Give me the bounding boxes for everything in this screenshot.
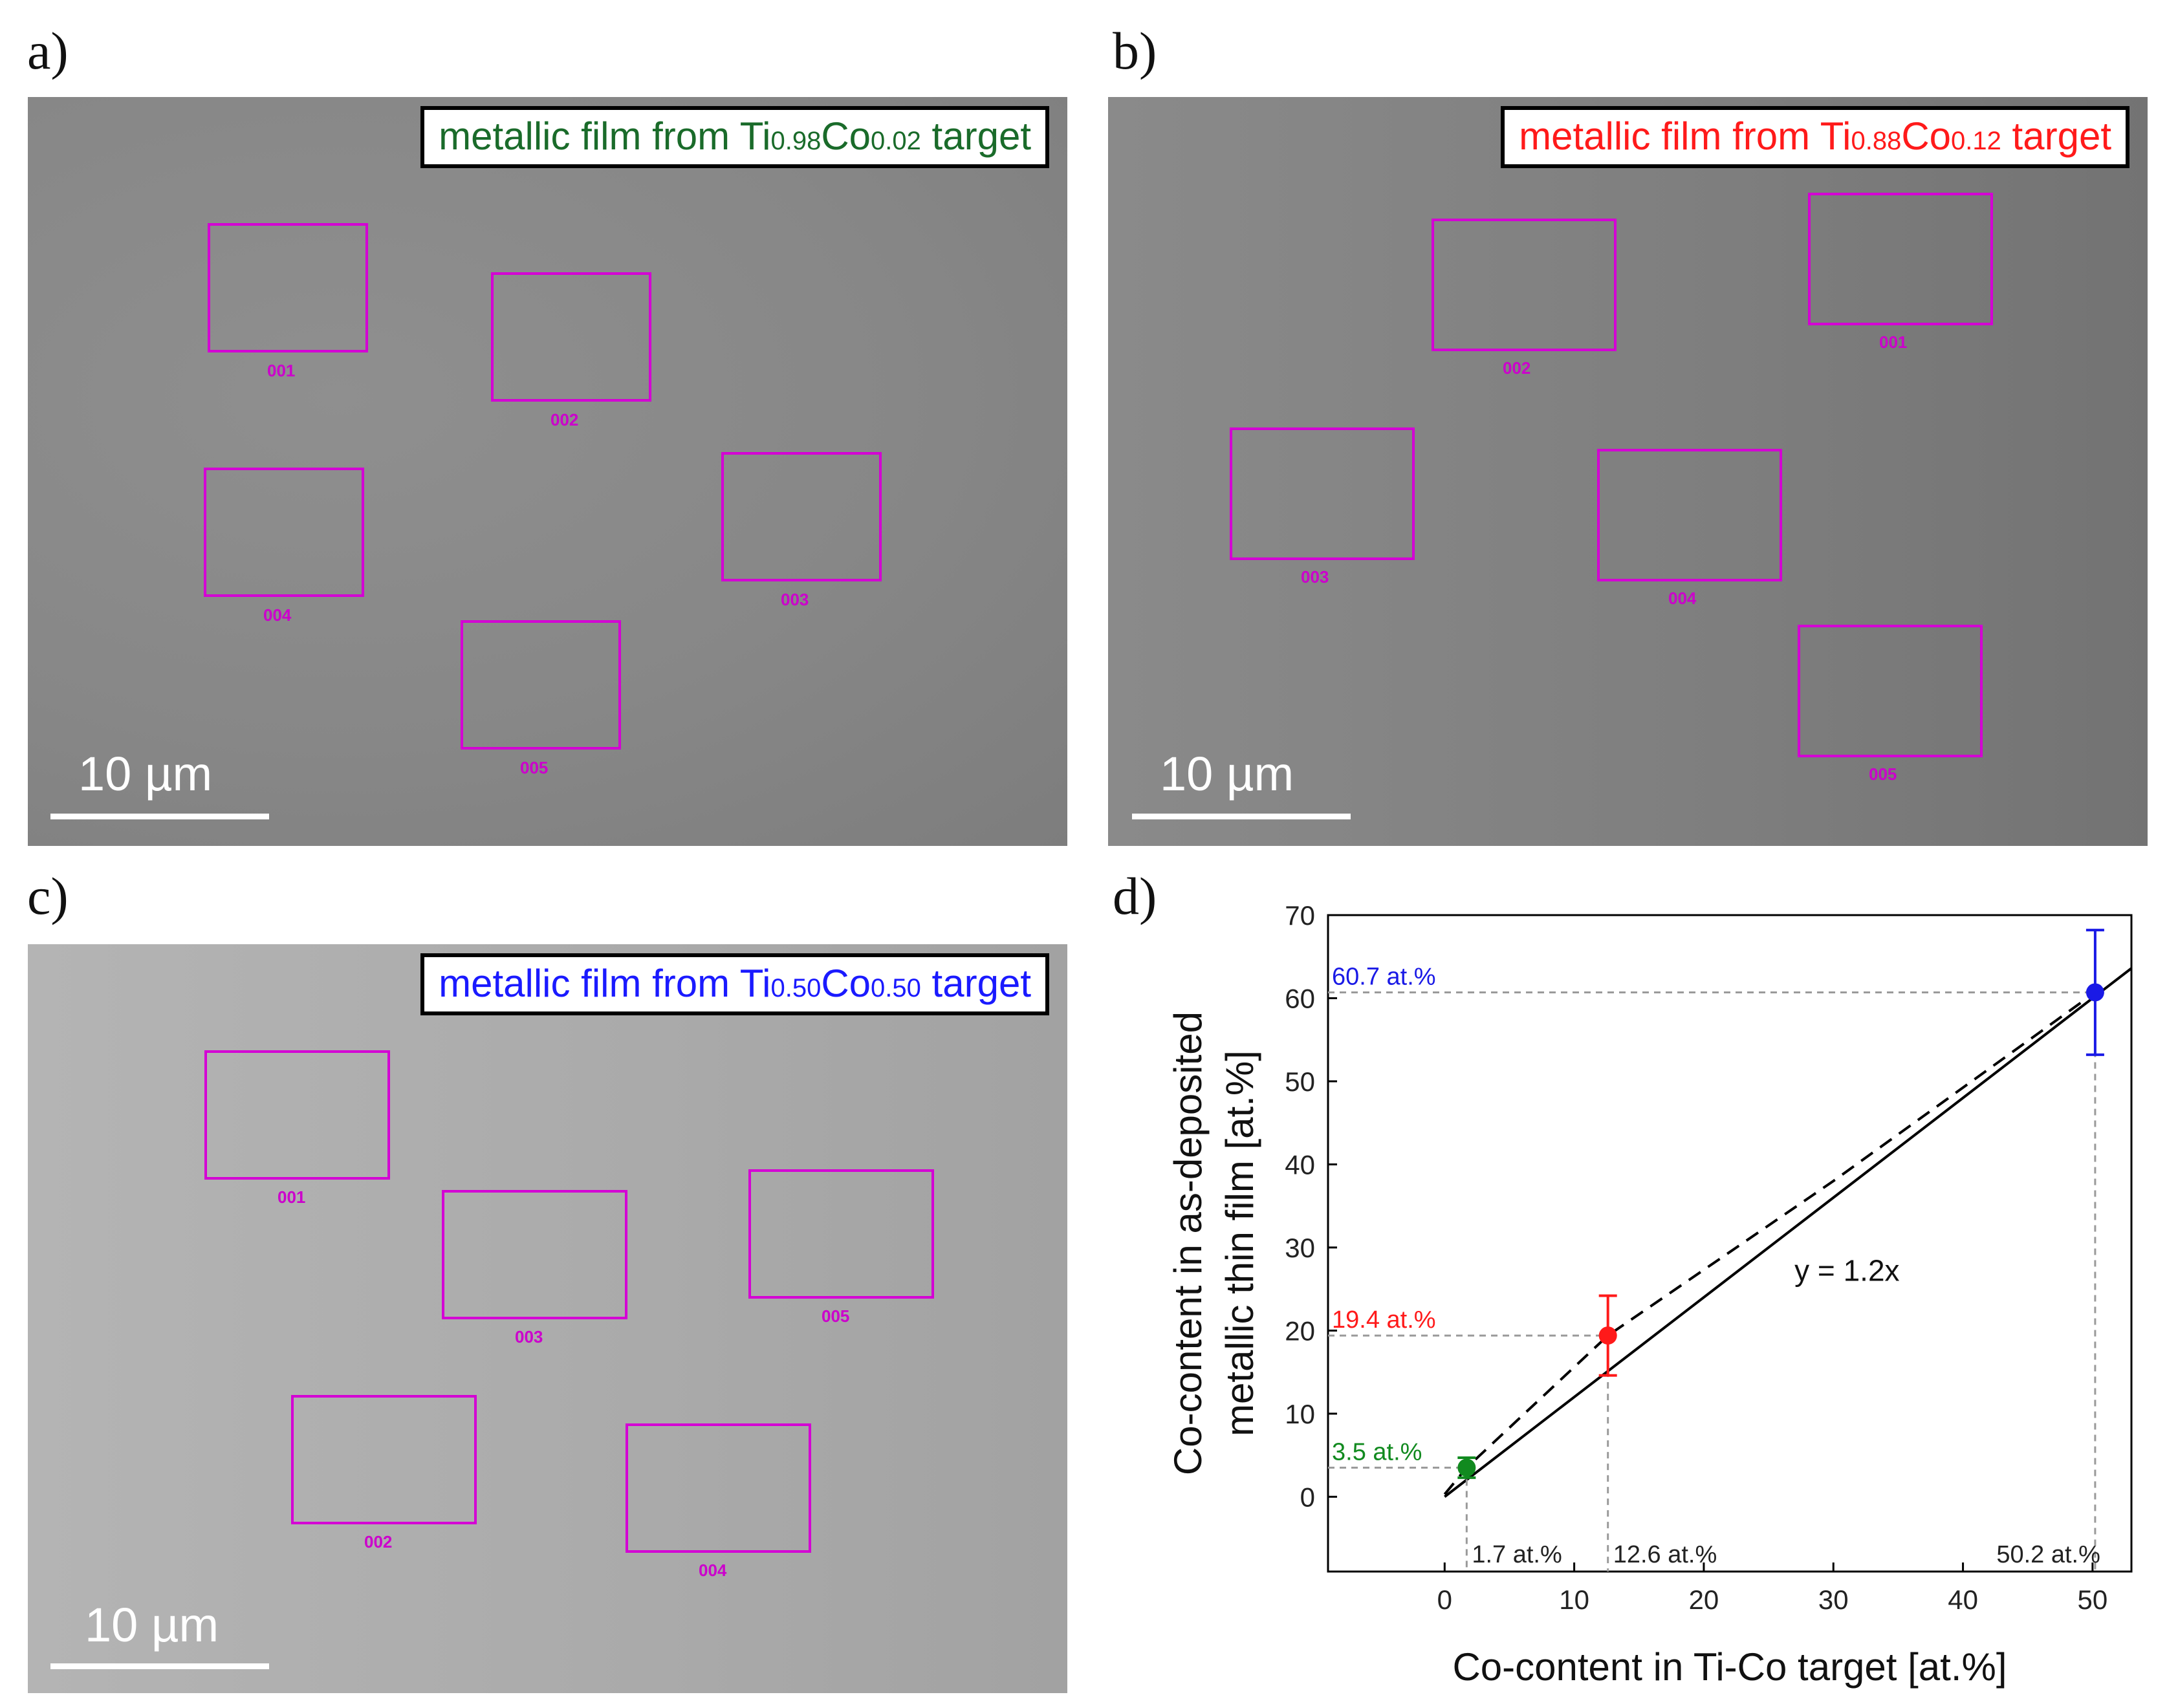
measurement-region: [1808, 193, 1993, 325]
scale-bar-label: 10 µm: [85, 1598, 219, 1652]
title-suffix: target: [920, 114, 1031, 158]
measurement-region: [291, 1395, 477, 1524]
y-tick-label: 40: [1285, 1149, 1315, 1180]
measurement-region: [491, 272, 651, 402]
x-value-annotation: 50.2 at.%: [1996, 1541, 2100, 1568]
panel-label-a: a): [27, 21, 69, 80]
measurement-region: [204, 468, 364, 597]
region-label: 005: [822, 1306, 850, 1326]
title-co-subscript: 0.02: [871, 127, 921, 155]
title-co-subscript: 0.50: [871, 974, 921, 1002]
x-tick-label: 0: [1437, 1584, 1452, 1615]
measurement-region: [442, 1190, 627, 1319]
y-axis-title: Co-content in as-deposited: [1166, 1011, 1210, 1475]
x-tick-label: 50: [2078, 1584, 2108, 1615]
y-axis-title: metallic thin film [at.%]: [1218, 1050, 1261, 1436]
region-label: 001: [267, 361, 296, 380]
title-suffix: target: [2001, 114, 2111, 158]
measurement-region: [748, 1169, 934, 1299]
region-label: 001: [278, 1187, 306, 1207]
measurement-region: [1230, 427, 1415, 560]
region-label: 005: [1869, 764, 1897, 784]
panel-label-d: d): [1113, 867, 1157, 925]
fit-line: [1444, 967, 2133, 1498]
y-value-annotation: 60.7 at.%: [1332, 963, 1436, 990]
x-value-annotation: 12.6 at.%: [1613, 1541, 1717, 1568]
measurement-region: [1597, 449, 1782, 581]
x-tick-label: 20: [1689, 1584, 1719, 1615]
plot-frame: [1327, 914, 2133, 1573]
measurement-region: [208, 223, 368, 352]
y-tick-label: 70: [1285, 900, 1315, 931]
y-tick-label: 50: [1285, 1066, 1315, 1097]
scale-bar-label: 10 µm: [78, 747, 213, 801]
scale-bar-label: 10 µm: [1160, 747, 1294, 801]
title-prefix: metallic film from Ti: [439, 114, 771, 158]
dashed-trend-curve: [1443, 991, 2096, 1495]
title-co: Co: [821, 114, 871, 158]
y-tick-label: 60: [1285, 983, 1315, 1013]
x-tick-label: 30: [1818, 1584, 1849, 1615]
data-point: [1598, 1326, 1617, 1345]
scale-bar: [50, 814, 269, 819]
region-label: 005: [520, 758, 549, 777]
sem-title-a: metallic film from Ti0.98Co0.02 target: [420, 106, 1049, 168]
data-point: [2085, 983, 2104, 1002]
y-tick-label: 20: [1285, 1315, 1315, 1346]
region-label: 004: [699, 1561, 727, 1580]
title-ti-subscript: 0.98: [770, 127, 822, 155]
region-label: 002: [364, 1532, 393, 1551]
measurement-region: [1798, 625, 1983, 757]
title-co: Co: [1901, 114, 1952, 158]
x-value-annotation: 1.7 at.%: [1472, 1541, 1562, 1568]
title-co-subscript: 0.12: [1951, 127, 2001, 155]
region-label: 004: [1668, 589, 1697, 608]
scale-bar: [50, 1663, 269, 1669]
region-label: 002: [550, 410, 579, 429]
sem-title-b: metallic film from Ti0.88Co0.12 target: [1501, 106, 2129, 168]
region-label: 004: [263, 605, 292, 625]
scale-bar: [1132, 814, 1351, 819]
title-prefix: metallic film from Ti: [1519, 114, 1851, 158]
measurement-region: [461, 620, 621, 750]
region-label: 003: [1301, 567, 1329, 587]
measurement-region: [721, 452, 882, 581]
y-tick-label: 0: [1300, 1482, 1315, 1512]
title-suffix: target: [920, 962, 1031, 1005]
sem-title-c: metallic film from Ti0.50Co0.50 target: [420, 953, 1049, 1015]
sem-image-b: metallic film from Ti0.88Co0.12 target 0…: [1108, 97, 2148, 846]
title-prefix: metallic film from Ti: [439, 962, 771, 1005]
measurement-region: [204, 1050, 390, 1180]
title-ti-subscript: 0.88: [1851, 127, 1902, 155]
y-tick-label: 30: [1285, 1233, 1315, 1263]
panel-label-b: b): [1113, 21, 1157, 80]
sem-image-a: metallic film from Ti0.98Co0.02 target 0…: [28, 97, 1067, 846]
measurement-region: [1432, 219, 1617, 351]
y-value-annotation: 19.4 at.%: [1332, 1306, 1436, 1334]
x-axis-title: Co-content in Ti-Co target [at.%]: [1452, 1645, 2007, 1689]
region-label: 003: [515, 1327, 543, 1346]
title-co: Co: [821, 962, 871, 1005]
y-tick-label: 10: [1285, 1399, 1315, 1429]
x-tick-label: 10: [1559, 1584, 1589, 1615]
sem-image-c: metallic film from Ti0.50Co0.50 target 0…: [28, 944, 1067, 1693]
fit-equation: y = 1.2x: [1794, 1253, 1899, 1287]
panel-label-c: c): [27, 867, 69, 925]
x-tick-label: 40: [1948, 1584, 1978, 1615]
region-label: 001: [1879, 332, 1908, 352]
measurement-region: [626, 1423, 811, 1553]
region-label: 003: [781, 590, 809, 609]
y-value-annotation: 3.5 at.%: [1332, 1438, 1422, 1465]
title-ti-subscript: 0.50: [770, 974, 822, 1002]
region-label: 002: [1503, 358, 1531, 378]
data-point: [1457, 1458, 1476, 1477]
